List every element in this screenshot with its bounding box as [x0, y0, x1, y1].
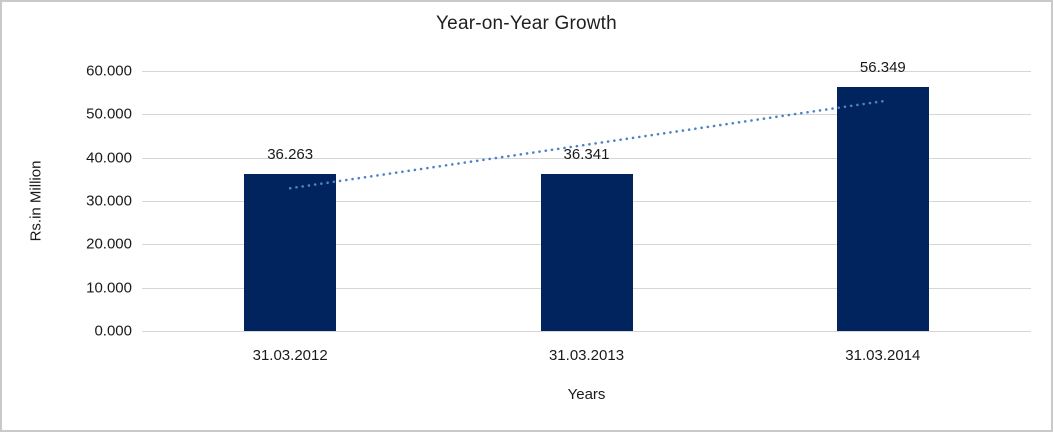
data-label: 36.341: [563, 145, 610, 163]
bar: [836, 86, 929, 331]
x-tick-label: 31.03.2013: [548, 347, 625, 364]
x-axis-tick-labels: 31.03.2012 31.03.2013 31.03.2014: [142, 347, 1031, 367]
trendline: [288, 99, 885, 190]
x-tick-label: 31.03.2012: [252, 347, 328, 364]
y-tick-label: 0.000: [94, 322, 132, 340]
y-tick-label: 60.000: [86, 62, 132, 80]
bar: [540, 173, 633, 331]
chart-title: Year-on-Year Growth: [436, 13, 617, 34]
y-tick-label: 50.000: [86, 105, 132, 123]
gridline: [142, 331, 1031, 332]
y-tick-label: 30.000: [86, 192, 132, 210]
gridline: [142, 157, 1031, 159]
gridline: [142, 71, 1031, 72]
y-tick-label: 40.000: [86, 149, 132, 167]
gridline: [142, 114, 1031, 116]
data-label: 56.349: [859, 58, 906, 76]
y-axis-tick-labels: 0.000 10.000 20.000 30.000 40.000 50.000 60.00…: [2, 63, 132, 340]
y-tick-label: 10.000: [86, 279, 132, 297]
y-tick-label: 20.000: [86, 235, 132, 253]
x-tick-label: 31.03.2014: [845, 347, 921, 364]
x-axis-title: Years: [567, 386, 606, 403]
bar: [244, 173, 337, 331]
data-label: 36.263: [267, 145, 314, 163]
plot-area: 36.263 36.341 56.349: [142, 59, 1031, 332]
